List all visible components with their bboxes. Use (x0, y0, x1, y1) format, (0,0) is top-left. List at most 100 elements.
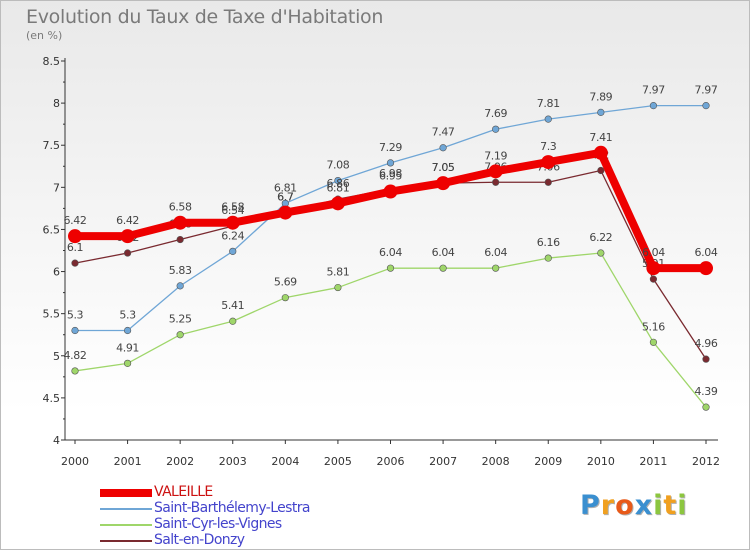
x-tick-label: 2008 (482, 455, 510, 468)
data-point (71, 367, 79, 375)
legend-swatch (100, 508, 152, 510)
logo-letter: o (615, 490, 635, 521)
data-point (439, 264, 447, 272)
data-point (593, 145, 608, 160)
data-point (176, 331, 184, 339)
data-label: 5.3 (119, 309, 136, 322)
data-label: 6.04 (432, 246, 455, 259)
data-label: 6.22 (589, 231, 612, 244)
x-tick-label: 2003 (219, 455, 247, 468)
data-point (702, 355, 710, 363)
data-point (649, 102, 658, 110)
x-tick-label: 2004 (271, 455, 299, 468)
y-tick-label: 6 (53, 266, 60, 279)
data-label: 6.95 (379, 170, 402, 183)
data-label: 6.54 (221, 204, 244, 217)
data-label: 4.82 (64, 349, 87, 362)
data-point (71, 326, 79, 335)
data-point (649, 275, 658, 283)
data-label: 7.89 (589, 90, 612, 103)
legend-swatch (100, 489, 152, 497)
data-point (123, 359, 132, 367)
data-point (229, 247, 237, 255)
y-tick-label: 7.5 (43, 139, 61, 152)
logo-letter: i (653, 490, 664, 521)
data-label: 4.39 (695, 385, 718, 398)
data-label: 4.96 (695, 337, 718, 350)
data-label: 6.04 (484, 246, 507, 259)
data-point (702, 403, 710, 411)
logo-letter: x (634, 490, 654, 521)
chart-unit-label: (en %) (26, 29, 63, 42)
data-label: 5.3 (67, 309, 84, 322)
chart-title: Evolution du Taux de Taxe d'Habitation (26, 6, 384, 28)
data-point (439, 144, 447, 152)
legend-label: VALEILLE (154, 484, 213, 500)
data-label: 7.97 (695, 84, 718, 97)
data-point (597, 249, 605, 257)
data-label: 6.24 (221, 229, 244, 242)
data-label: 7.08 (326, 159, 349, 172)
data-label: 7.3 (540, 140, 557, 153)
data-point (702, 102, 710, 110)
data-point (544, 178, 552, 186)
legend-label: Saint-Barthélemy-Lestra (154, 500, 311, 516)
data-label: 7.81 (537, 97, 560, 110)
data-label: 5.81 (326, 266, 349, 279)
data-label: 6.81 (274, 181, 297, 194)
data-point (386, 264, 395, 272)
x-tick-label: 2007 (429, 455, 457, 468)
data-point (386, 159, 395, 167)
data-label: 6.81 (326, 181, 349, 194)
data-label: 6.16 (537, 236, 560, 249)
data-point (71, 259, 79, 267)
x-tick-label: 2005 (324, 455, 352, 468)
data-point (541, 155, 556, 170)
legend-swatch (100, 524, 152, 526)
logo-letter: i (677, 490, 688, 521)
data-label: 6.42 (116, 214, 139, 227)
data-label: 7.41 (589, 131, 612, 144)
data-label: 5.83 (169, 264, 192, 277)
data-label: 7.05 (432, 161, 455, 174)
data-point (383, 184, 398, 199)
data-label: 6.42 (64, 214, 87, 227)
data-label: 6.58 (221, 201, 244, 214)
y-tick-label: 5.5 (43, 308, 61, 321)
data-label: 5.41 (221, 299, 244, 312)
x-tick-label: 2006 (377, 455, 405, 468)
data-point (229, 317, 237, 325)
data-label: 7.29 (379, 141, 402, 154)
data-point (278, 205, 293, 220)
data-label: 5.69 (274, 276, 297, 289)
data-point (225, 215, 240, 230)
data-label: 7.05 (432, 161, 455, 174)
data-label: 5.16 (642, 320, 665, 333)
data-label: 6.58 (169, 201, 192, 214)
x-tick-label: 2012 (692, 455, 720, 468)
data-label: 6.98 (379, 167, 402, 180)
data-point (123, 249, 132, 257)
data-point (123, 326, 132, 335)
data-point (173, 215, 188, 230)
logo-letter: r (600, 490, 616, 521)
data-label: 7.69 (484, 107, 507, 120)
data-point (334, 176, 342, 185)
y-tick-label: 6.5 (43, 223, 61, 236)
data-point (176, 235, 184, 244)
x-tick-label: 2011 (639, 455, 667, 468)
y-tick-label: 4.5 (43, 392, 61, 405)
x-tick-label: 2002 (166, 455, 194, 468)
data-label: 6.04 (695, 246, 718, 259)
legend-swatch (100, 540, 152, 542)
data-label: 6.1 (67, 241, 83, 254)
data-point (544, 115, 552, 123)
data-point (281, 294, 289, 302)
data-point (488, 164, 503, 179)
data-point (597, 108, 605, 116)
data-label: 6.7 (277, 191, 294, 204)
data-label: 6.86 (326, 177, 349, 190)
data-point (436, 176, 451, 191)
data-point (597, 166, 605, 175)
